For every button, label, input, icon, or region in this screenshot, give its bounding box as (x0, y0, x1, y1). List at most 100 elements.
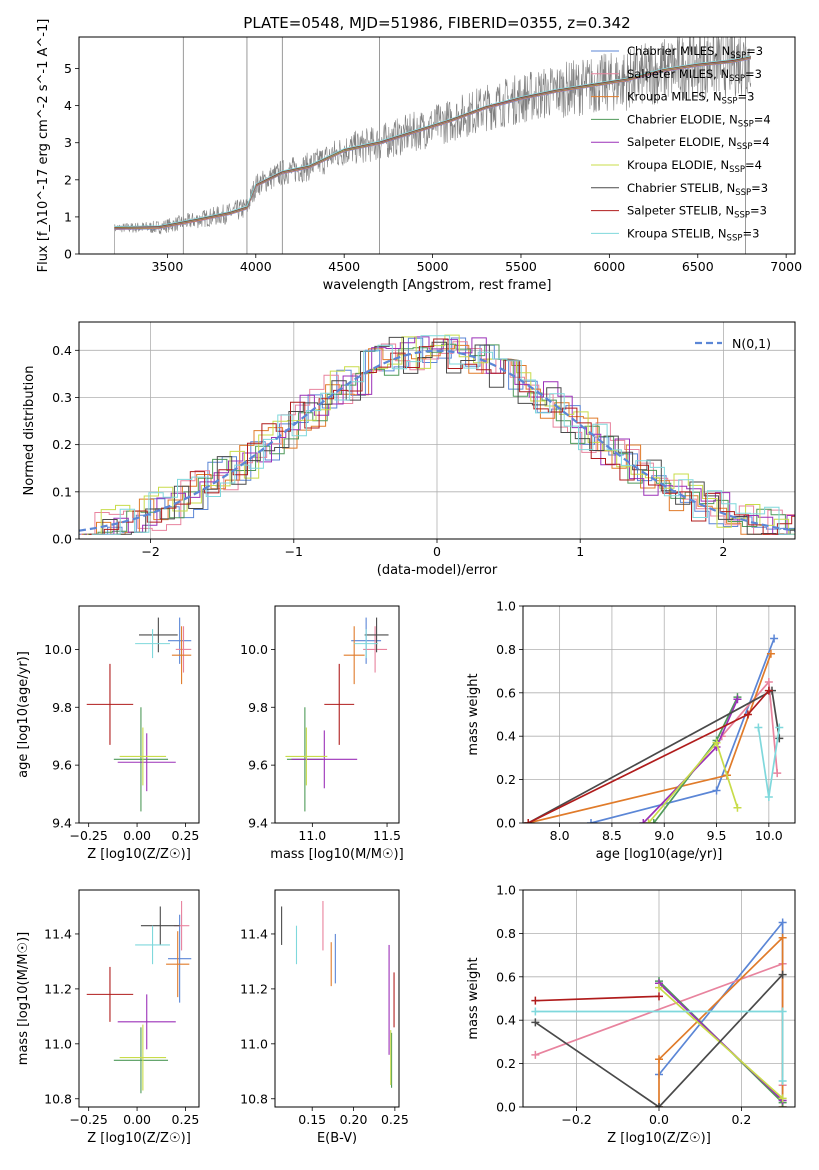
panel-mass_vs_Z: −0.25 0.00 0.25 10.8 11.0 11.2 11.4 Z [log10(Z/… (16, 889, 200, 1146)
x-tick-label: 0.25 (172, 1112, 200, 1127)
series-marker (587, 819, 595, 823)
series-marker (778, 1094, 787, 1103)
plot-area (524, 634, 784, 823)
series-marker (655, 1055, 663, 1064)
x-tick-label: −1 (285, 544, 303, 559)
y-tick-label: 4 (64, 98, 72, 113)
y-tick-label: 2 (64, 172, 72, 187)
x-tick-label: 0.0 (649, 1112, 669, 1127)
y-tick-label: 10.8 (240, 1091, 268, 1106)
panel-age_vs_Z: −0.25 0.00 0.25 9.4 9.6 9.8 10.0 Z [log10(Z/Z☉)… (16, 605, 200, 862)
series-marker (531, 1050, 540, 1059)
errorbar-chabrier-elodie (113, 707, 169, 812)
y-tick-label: 11.2 (240, 981, 268, 996)
series-marker (770, 634, 779, 643)
axes-frame (78, 889, 200, 1108)
y-tick-label: 0.2 (52, 437, 72, 452)
x-tick-label: 4000 (240, 259, 272, 274)
x-tick-label: 9.5 (707, 828, 727, 843)
x-tick-label: 0.00 (123, 828, 151, 843)
x-tick-label: 5000 (417, 259, 449, 274)
series-marker (778, 933, 787, 942)
axes-frame (78, 36, 796, 255)
y-tick-label: 1.0 (496, 883, 516, 898)
x-tick-label: −2 (141, 544, 159, 559)
histogram-chabrier-elodie (83, 343, 795, 535)
errorbar-salpeter-miles (363, 626, 388, 673)
x-axis-label: Z [log10(Z/Z☉)] (87, 1131, 191, 1146)
series-marker (712, 738, 721, 747)
y-tick-label: 0.0 (496, 1100, 516, 1115)
y-tick-label: 0.8 (496, 926, 516, 941)
errorbar-chabrier-miles (168, 914, 192, 1003)
series-marker (531, 996, 540, 1005)
y-tick-label: 10.8 (44, 1091, 72, 1106)
x-axis-label: mass [log10(M/M☉)] (270, 847, 403, 862)
normal-reference-curve (79, 349, 795, 532)
panel-weight_vs_Z: −0.2 0.0 0.2 0.0 0.2 0.4 0.6 0.8 1.0 Z [log10(Z/Z… (466, 883, 796, 1146)
errorbar-kroupa-elodie (119, 1024, 167, 1091)
y-tick-label: 9.8 (52, 700, 72, 715)
errorbar-salpeter-stelib (86, 966, 134, 1022)
y-axis-label: Flux [f_λ10^-17 erg cm^-2 s^-1 A^-1] (36, 19, 51, 273)
y-tick-label: 5 (64, 61, 72, 76)
y-tick-label: 0.6 (496, 685, 516, 700)
panel-residuals: −2 −1 0 1 2 0.0 0.1 0.2 0.3 0.4 (data-model)/error… (22, 321, 796, 578)
series-marker (778, 1007, 787, 1016)
x-axis-label: E(B-V) (317, 1131, 357, 1146)
series-marker (764, 686, 773, 695)
y-tick-label: 0.4 (496, 729, 516, 744)
y-tick-label: 9.6 (52, 758, 72, 773)
series-marker (778, 1076, 787, 1085)
figure-title: PLATE=0548, MJD=51986, FIBERID=0355, z=0… (243, 14, 630, 32)
series-marker (531, 1007, 540, 1016)
plot-area (281, 900, 395, 1088)
legend-label: N(0,1) (732, 336, 771, 351)
histogram-salpeter-stelib (90, 338, 795, 535)
y-tick-label: 0.4 (52, 343, 72, 358)
errorbar-salpeter-elodie (117, 733, 176, 792)
chart-layer: 3500 4000 4500 5000 5500 6000 6500 7000 0 1 2 3 4 5 wa… (16, 19, 802, 1146)
errorbar-chabrier-miles (168, 617, 192, 664)
series-marker (743, 710, 752, 719)
panel-weight_vs_age: 8.0 8.5 9.0 9.5 10.0 0.0 0.2 0.4 0.6 0.8 1.0 age [l… (466, 599, 796, 862)
series-marker (655, 1103, 663, 1107)
histogram-kroupa-elodie (86, 334, 795, 535)
x-axis-label: wavelength [Angstrom, rest frame] (323, 278, 552, 293)
x-tick-label: 0.25 (381, 1112, 409, 1127)
errorbar-chabrier-stelib (139, 617, 178, 653)
y-tick-label: 10.0 (240, 642, 268, 657)
x-tick-label: 4500 (328, 259, 360, 274)
axes-frame (274, 889, 400, 1108)
panel-mass_vs_ebv: 0.15 0.20 0.25 10.8 11.0 11.2 11.4 E(B-V) (240, 889, 409, 1146)
x-tick-label: 1 (576, 544, 584, 559)
series-marker (773, 769, 782, 778)
axes-frame (522, 889, 796, 1108)
y-tick-label: 1.0 (496, 599, 516, 614)
axes-frame (522, 605, 796, 824)
series-marker (655, 983, 663, 992)
y-tick-label: 0.6 (496, 969, 516, 984)
y-tick-label: 0.2 (496, 1056, 516, 1071)
series-line-salpeter-stelib (535, 995, 660, 1002)
plot-area (86, 617, 192, 812)
series-marker (766, 649, 775, 658)
y-tick-label: 0 (64, 247, 72, 262)
series-marker (778, 970, 787, 979)
errorbar-kroupa-miles (166, 931, 190, 998)
model-kroupa-stelib (114, 55, 751, 228)
series-marker (655, 992, 663, 1001)
series-marker (712, 786, 721, 795)
y-tick-label: 11.2 (44, 981, 72, 996)
x-tick-label: −0.25 (70, 1112, 108, 1127)
errorbar-chabrier-stelib (364, 617, 389, 653)
plot-area (86, 900, 192, 1094)
axes-frame (78, 321, 796, 540)
x-tick-label: −0.25 (70, 828, 108, 843)
legend-label: Kroupa STELIB, NSSP=3 (627, 226, 759, 243)
errorbar-kroupa-miles (171, 626, 192, 685)
series-marker (639, 819, 648, 823)
x-axis-label: (data-model)/error (377, 563, 498, 578)
x-tick-label: 10.0 (755, 828, 783, 843)
